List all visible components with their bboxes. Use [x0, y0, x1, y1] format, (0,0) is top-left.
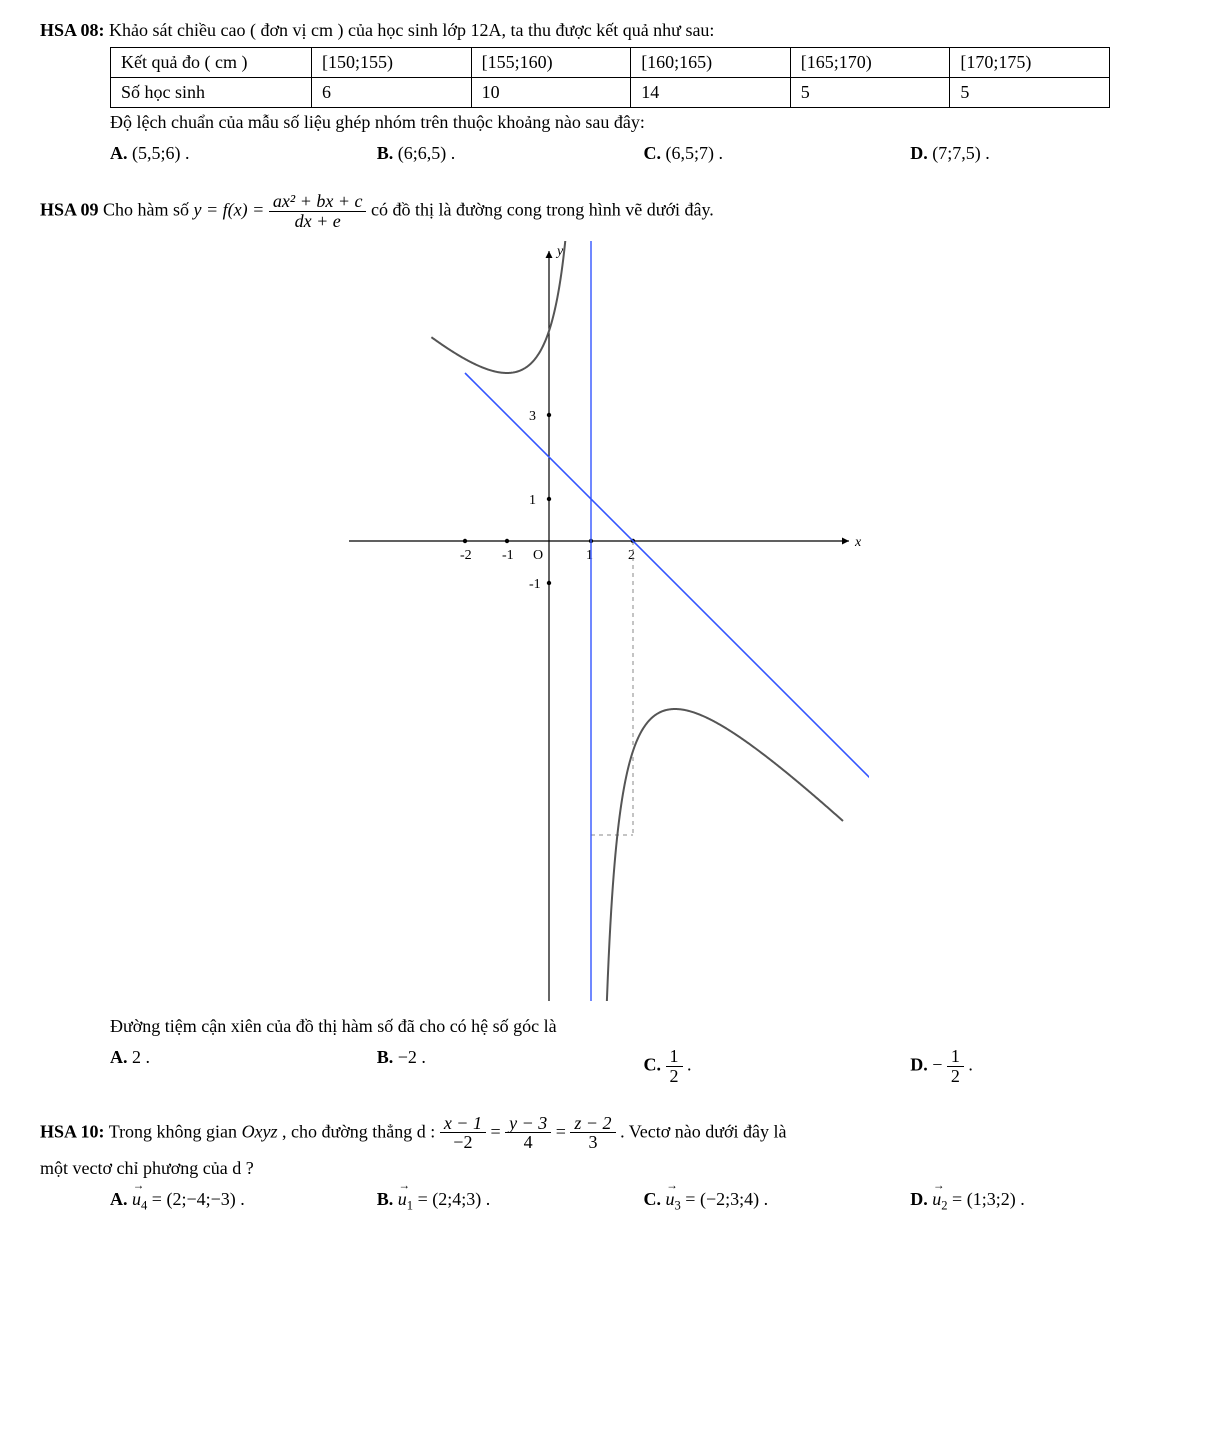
q09-after: Đường tiệm cận xiên của đồ thị hàm số đã… — [110, 1016, 1177, 1037]
question-10: HSA 10: Trong không gian Oxyz , cho đườn… — [40, 1114, 1177, 1214]
q08-v1: 10 — [471, 78, 631, 108]
q09-header: HSA 09 Cho hàm số y = f(x) = ax² + bx + … — [40, 192, 1177, 231]
question-08: HSA 08: Khảo sát chiều cao ( đơn vị cm )… — [40, 20, 1177, 164]
q08-rowlabel: Số học sinh — [111, 78, 312, 108]
q10-opt-a: A. u4 = (2;−4;−3) . — [110, 1189, 377, 1214]
q10-stem-pre: Trong không gian — [109, 1121, 242, 1141]
q08-header: HSA 08: Khảo sát chiều cao ( đơn vị cm )… — [40, 20, 1177, 41]
q08-table: Kết quả đo ( cm ) [150;155) [155;160) [1… — [110, 47, 1110, 108]
q10-f3: z − 23 — [570, 1114, 615, 1153]
q09-frac-num: ax² + bx + c — [269, 192, 367, 212]
question-09: HSA 09 Cho hàm số y = f(x) = ax² + bx + … — [40, 192, 1177, 1086]
q10-opt-d: D. u2 = (1;3;2) . — [910, 1189, 1177, 1214]
q10-line2: một vectơ chỉ phương của d ? — [40, 1158, 1177, 1179]
q08-col2: [155;160) — [471, 48, 631, 78]
q08-v4: 5 — [950, 78, 1110, 108]
q10-f2: y − 34 — [505, 1114, 551, 1153]
q08-col1: [150;155) — [312, 48, 472, 78]
q10-options: A. u4 = (2;−4;−3) . B. u1 = (2;4;3) . C.… — [110, 1189, 1177, 1214]
svg-text:1: 1 — [529, 493, 536, 508]
q09-graph: xyO-2-112-113 — [349, 241, 869, 1001]
q09-opt-c: C. 1 2 . — [644, 1047, 911, 1086]
q10-header: HSA 10: Trong không gian Oxyz , cho đườn… — [40, 1114, 1177, 1153]
q08-after: Độ lệch chuẩn của mẫu số liệu ghép nhóm … — [110, 112, 1177, 133]
q08-opt-b: B. (6;6,5) . — [377, 143, 644, 164]
table-row: Số học sinh 6 10 14 5 5 — [111, 78, 1110, 108]
q08-col3: [160;165) — [631, 48, 791, 78]
q08-v2: 14 — [631, 78, 791, 108]
q09-graph-wrap: xyO-2-112-113 — [40, 241, 1177, 1006]
q09-opt-a: A. 2 . — [110, 1047, 377, 1086]
q08-v0: 6 — [312, 78, 472, 108]
svg-text:-1: -1 — [502, 548, 514, 563]
q09-options: A. 2 . B. −2 . C. 1 2 . D. − 1 2 . — [110, 1047, 1177, 1086]
q08-v3: 5 — [790, 78, 950, 108]
q09-opt-b: B. −2 . — [377, 1047, 644, 1086]
q09-opt-d-frac: 1 2 — [947, 1047, 964, 1086]
svg-text:x: x — [854, 535, 862, 550]
svg-text:2: 2 — [628, 548, 635, 563]
svg-text:3: 3 — [529, 409, 536, 424]
q09-stem-post: có đồ thị là đường cong trong hình vẽ dư… — [371, 200, 714, 220]
q10-opt-b: B. u1 = (2;4;3) . — [377, 1189, 644, 1214]
q08-opt-c: C. (6,5;7) . — [644, 143, 911, 164]
svg-text:O: O — [533, 548, 543, 563]
q08-opt-d: D. (7;7,5) . — [910, 143, 1177, 164]
svg-text:-2: -2 — [460, 548, 472, 563]
q10-f1: x − 1−2 — [440, 1114, 486, 1153]
q09-label: HSA 09 — [40, 200, 99, 220]
q10-space: Oxyz — [242, 1121, 278, 1141]
q08-opt-a: A. (5,5;6) . — [110, 143, 377, 164]
q09-frac: ax² + bx + c dx + e — [269, 192, 367, 231]
q08-stem: Khảo sát chiều cao ( đơn vị cm ) của học… — [109, 20, 714, 40]
q09-stem-pre: Cho hàm số — [103, 200, 194, 220]
q08-col4: [165;170) — [790, 48, 950, 78]
svg-text:-1: -1 — [529, 577, 541, 592]
q09-opt-c-frac: 1 2 — [666, 1047, 683, 1086]
q08-options: A. (5,5;6) . B. (6;6,5) . C. (6,5;7) . D… — [110, 143, 1177, 164]
table-row: Kết quả đo ( cm ) [150;155) [155;160) [1… — [111, 48, 1110, 78]
q10-label: HSA 10: — [40, 1121, 105, 1141]
q09-frac-den: dx + e — [269, 212, 367, 231]
q08-col0: Kết quả đo ( cm ) — [111, 48, 312, 78]
q10-stem-mid: , cho đường thẳng d : — [282, 1121, 440, 1141]
q10-opt-c: C. u3 = (−2;3;4) . — [644, 1189, 911, 1214]
q10-stem-post: . Vectơ nào dưới đây là — [620, 1121, 786, 1141]
q08-col5: [170;175) — [950, 48, 1110, 78]
q09-eq-lhs: y = f(x) = — [194, 200, 265, 220]
svg-text:1: 1 — [586, 548, 593, 563]
q08-label: HSA 08: — [40, 20, 105, 40]
q09-opt-d: D. − 1 2 . — [910, 1047, 1177, 1086]
